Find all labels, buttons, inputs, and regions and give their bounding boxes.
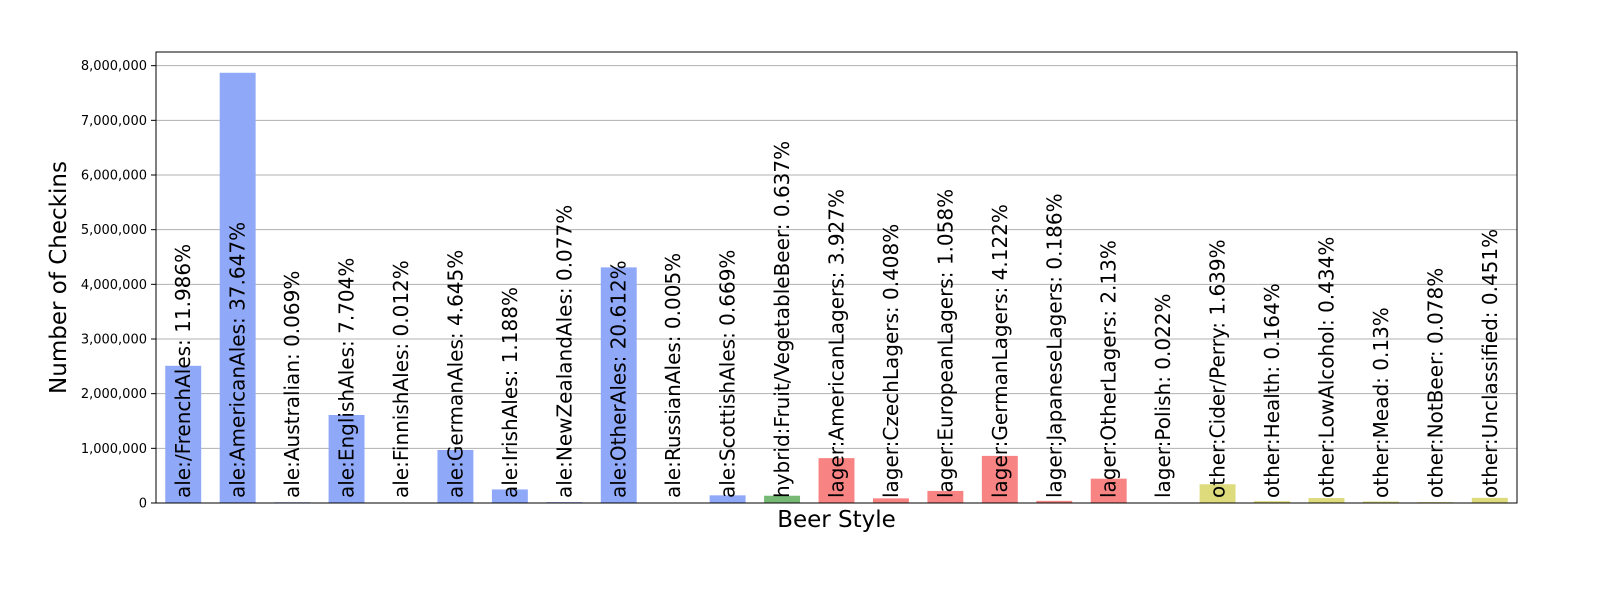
bar-label: lager:GermanLagers: 4.122% — [988, 204, 1012, 498]
bar-label: ale:OtherAles: 20.612% — [607, 260, 631, 498]
bar-label: ale:IrishAles: 1.188% — [498, 287, 522, 498]
ytick-label: 7,000,000 — [81, 114, 147, 129]
bar-lager — [872, 498, 909, 503]
bar-ale — [437, 449, 474, 503]
ytick-label: 0 — [139, 497, 147, 512]
ytick-label: 6,000,000 — [81, 169, 147, 184]
bar-label: ale:AmericanAles: 37.647% — [226, 222, 250, 498]
bar-label: ale:NewZealandAles: 0.077% — [552, 205, 576, 498]
bar-label: ale:ScottishAles: 0.669% — [716, 250, 740, 498]
bar-other — [1199, 484, 1236, 503]
x-axis-title: Beer Style — [777, 507, 896, 533]
bar-lager — [818, 458, 855, 503]
bar-label: ale:RussianAles: 0.005% — [661, 253, 685, 498]
bar-ale — [709, 495, 746, 503]
grid-lines — [156, 65, 1517, 504]
bar-ale — [219, 72, 256, 504]
bar-label: other:Mead: 0.13% — [1369, 307, 1393, 498]
bar-ale — [328, 414, 365, 503]
bar-label: lager:AmericanLagers: 3.927% — [825, 189, 849, 498]
bar-ale — [491, 489, 528, 503]
bar-label: lager:OtherLagers: 2.13% — [1097, 240, 1121, 498]
bar-label: ale:EnglishAles: 7.704% — [335, 258, 359, 498]
bar-label: ale:Australian: 0.069% — [280, 271, 304, 498]
bar-label: other:Health: 0.164% — [1260, 283, 1284, 498]
bar-label: lager:Polish: 0.022% — [1151, 293, 1175, 498]
bar-hybrid — [764, 495, 801, 503]
ytick-label: 4,000,000 — [81, 278, 147, 293]
bars — [165, 72, 1508, 504]
bar-ale — [165, 365, 202, 503]
bar-lager — [1090, 478, 1127, 503]
ytick-label: 3,000,000 — [81, 333, 147, 348]
y-axis-title: Number of Checkins — [46, 161, 72, 394]
bar-labels: ale:/FrenchAles: 11.986% ale:AmericanAles… — [171, 141, 1502, 498]
bar-label: lager:JapaneseLagers: 0.186% — [1042, 193, 1066, 498]
bar-label: lager:EuropeanLagers: 1.058% — [933, 189, 957, 498]
bar-lager — [1036, 500, 1073, 503]
bar-label: ale:FinnishAles: 0.012% — [389, 260, 413, 498]
bar-label: other:LowAlcohol: 0.434% — [1314, 237, 1338, 498]
bar-ale — [600, 267, 637, 503]
ytick-label: 2,000,000 — [81, 387, 147, 402]
bar-other — [1254, 501, 1290, 503]
y-axis-ticks: 0 1,000,000 2,000,000 3,000,000 4,000,000 5,0… — [81, 59, 156, 512]
bar-label: other:NotBeer: 0.078% — [1423, 268, 1447, 498]
bar-label: ale:/FrenchAles: 11.986% — [171, 244, 195, 498]
bar-label: other:Unclassified: 0.451% — [1478, 229, 1502, 498]
ytick-label: 1,000,000 — [81, 442, 147, 457]
bar-label: hybrid:Fruit/VegetableBeer: 0.637% — [770, 141, 794, 498]
bar-label: other:Cider/Perry: 1.639% — [1206, 239, 1230, 498]
bar-other — [1471, 497, 1508, 503]
bar-other — [1308, 498, 1345, 503]
plot-frame — [155, 51, 1518, 504]
bar-other — [1362, 501, 1399, 503]
ytick-label: 5,000,000 — [81, 223, 147, 238]
bar-label: lager:CzechLagers: 0.408% — [879, 224, 903, 498]
ytick-label: 8,000,000 — [81, 59, 147, 74]
bar-label: ale:GermanAles: 4.645% — [443, 250, 467, 498]
bar-lager — [927, 490, 964, 503]
bar-lager — [981, 455, 1018, 503]
